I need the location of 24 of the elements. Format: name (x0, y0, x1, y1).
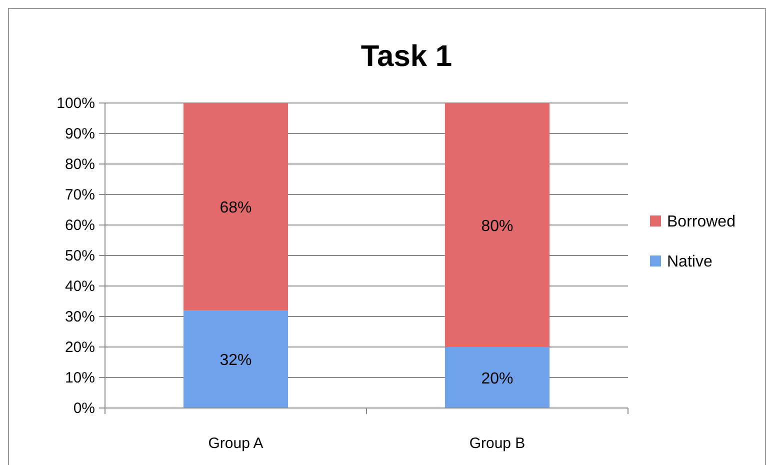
legend-label: Native (667, 254, 712, 270)
bar (183, 310, 288, 408)
y-tick-label: 30% (64, 308, 95, 326)
bar (444, 347, 550, 408)
data-label: 80% (481, 218, 514, 235)
y-tick-label: 40% (64, 278, 95, 295)
y-tick-label: 60% (64, 217, 95, 234)
data-label: 68% (220, 200, 252, 217)
y-tick-label: 0% (73, 400, 95, 417)
bar (444, 103, 550, 347)
x-tick-label: Group A (208, 435, 264, 452)
legend-label: Borrowed (667, 214, 736, 230)
x-tick-label: Group B (469, 435, 526, 452)
y-tick-label: 70% (64, 186, 95, 204)
data-label: 20% (481, 370, 514, 388)
y-tick-label: 80% (64, 156, 95, 173)
chart-title: Task 1 (360, 40, 452, 73)
data-label: 32% (220, 352, 252, 370)
y-tick-label: 20% (64, 339, 95, 356)
y-tick-label: 50% (64, 248, 95, 264)
bar (183, 103, 288, 310)
y-tick-label: 100% (56, 95, 95, 112)
y-tick-label: 90% (64, 126, 95, 142)
y-tick-label: 10% (64, 370, 95, 386)
